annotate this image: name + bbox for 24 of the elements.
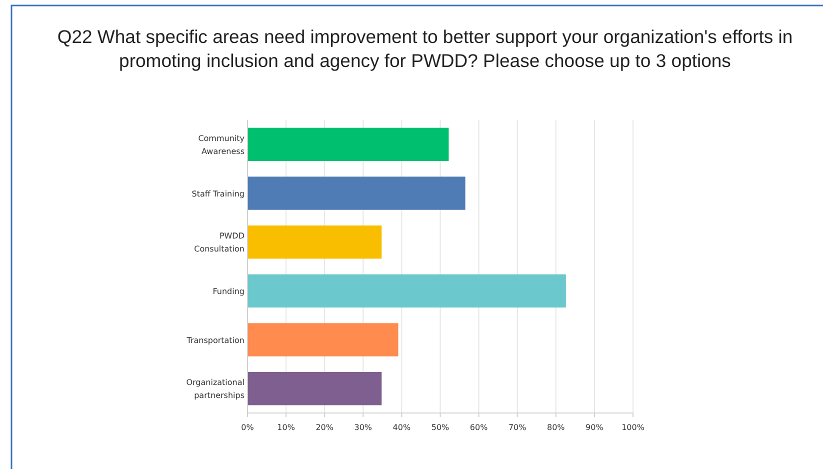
x-tick-label: 20% — [316, 423, 334, 432]
y-tick-label: Community Awareness — [198, 134, 245, 156]
x-tick-label: 90% — [586, 423, 604, 432]
chart-title: Q22 What specific areas need improvement to better support your organization's efforts in promoting inclusion and agency for PWDD? Please choose up to 3 options — [57, 26, 793, 71]
x-tick-label: 80% — [547, 423, 566, 432]
bar — [248, 372, 382, 406]
x-tick-label: 40% — [392, 423, 411, 432]
bar — [248, 176, 466, 210]
y-tick-label: PWDD Consultation — [194, 232, 244, 254]
x-tick-label: 0% — [241, 423, 254, 432]
bar — [248, 128, 449, 162]
y-tick-label: Organizational partnerships — [186, 378, 244, 400]
bar — [248, 274, 566, 308]
x-tick-label: 30% — [354, 423, 372, 432]
x-tick-label: 70% — [508, 423, 527, 432]
x-tick-label: 100% — [622, 423, 645, 432]
x-tick-label: 50% — [431, 423, 450, 432]
y-tick-label: Staff Training — [192, 189, 244, 198]
y-tick-label: Transportation — [186, 336, 244, 345]
y-tick-label: Funding — [212, 286, 244, 296]
x-tick-label: 60% — [470, 423, 488, 432]
bar — [248, 323, 398, 356]
x-tick-label: 10% — [277, 423, 296, 432]
bar — [248, 225, 382, 259]
